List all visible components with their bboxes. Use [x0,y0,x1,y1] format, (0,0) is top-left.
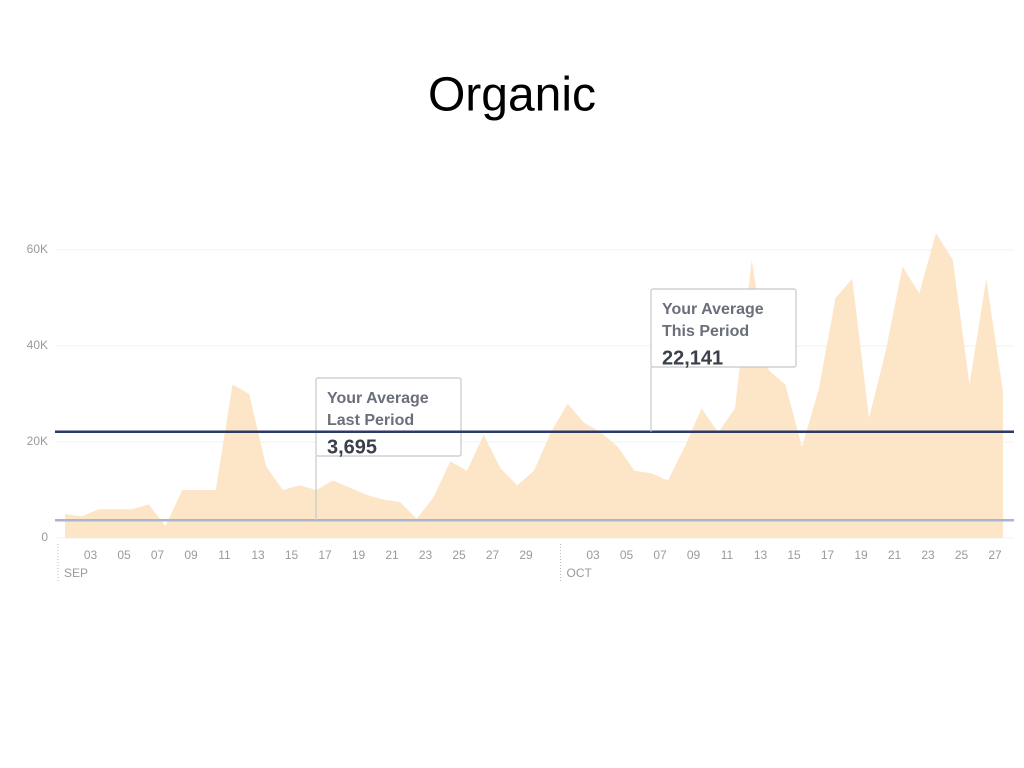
y-tick-label: 40K [27,338,48,352]
x-tick-label: 17 [318,548,332,562]
x-tick-label: 25 [955,548,969,562]
x-tick-label: 07 [151,548,165,562]
x-tick-label: 27 [988,548,1002,562]
callout-label: Last Period [327,412,414,429]
x-tick-label: 15 [285,548,299,562]
x-tick-label: 07 [653,548,667,562]
x-tick-label: 11 [218,548,231,562]
y-tick-label: 20K [27,434,48,448]
x-tick-label: 15 [787,548,801,562]
x-tick-label: 23 [419,548,433,562]
callout-value: 3,695 [327,436,377,458]
x-tick-label: 21 [385,548,399,562]
x-tick-label: 09 [184,548,198,562]
callout-label: Your Average [327,390,429,407]
x-tick-label: 25 [452,548,466,562]
x-tick-label: 03 [84,548,98,562]
callout-label: Your Average [662,301,764,318]
month-label: OCT [567,566,593,580]
x-tick-label: 11 [721,548,734,562]
x-tick-label: 17 [821,548,835,562]
x-tick-label: 09 [687,548,701,562]
callout-label: This Period [662,323,749,340]
x-tick-label: 29 [519,548,533,562]
x-tick-label: 19 [352,548,366,562]
x-tick-label: 21 [888,548,902,562]
callout-value: 22,141 [662,347,723,369]
callout-box [315,377,462,457]
x-tick-label: 23 [921,548,935,562]
x-tick-label: 05 [620,548,634,562]
x-tick-label: 13 [251,548,265,562]
area [65,233,1003,538]
x-tick-label: 03 [586,548,600,562]
x-tick-label: 27 [486,548,500,562]
month-label: SEP [64,566,88,580]
chart-title: Organic [428,69,596,122]
x-tick-label: 19 [854,548,868,562]
x-tick-label: 13 [754,548,768,562]
y-tick-label: 0 [41,530,48,544]
callout-box [650,288,797,368]
y-tick-label: 60K [27,242,48,256]
x-tick-label: 05 [117,548,131,562]
